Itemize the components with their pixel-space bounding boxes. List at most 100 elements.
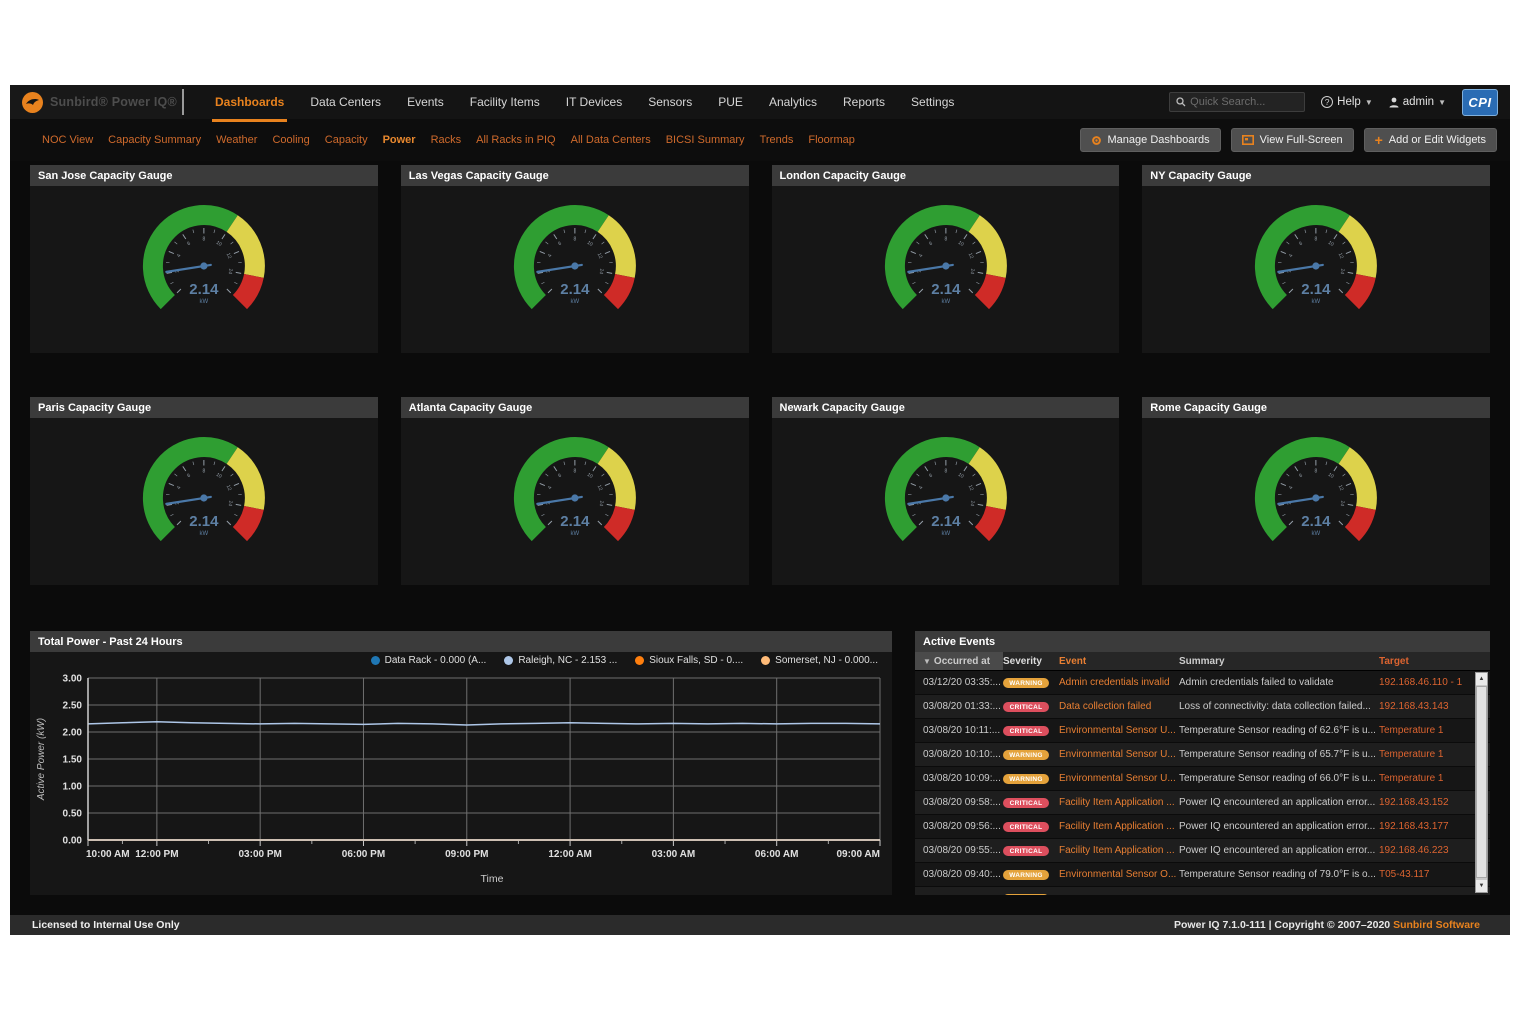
- event-target-link[interactable]: Temperature 1: [1379, 773, 1444, 784]
- event-occurred-at: 03/08/20 10:09:...: [923, 773, 1001, 784]
- column-header-severity[interactable]: Severity: [1003, 655, 1042, 667]
- search-icon: [1176, 97, 1186, 107]
- events-rows: 03/12/20 03:35:... WARNING Admin credentia…: [915, 671, 1490, 895]
- gauge-widget-london-capacity-gauge: London Capacity Gauge 2 4 6 8 10 12 14 2.14 kW: [771, 165, 1120, 353]
- main-nav: Dashboards Data Centers Events Facility Ite…: [202, 85, 967, 122]
- dashboard-link-weather[interactable]: Weather: [216, 134, 258, 146]
- event-summary: Temperature Sensor reading of 79.0°F is …: [1179, 869, 1376, 880]
- column-header-target[interactable]: Target: [1379, 655, 1409, 667]
- legend-item-somerset-nj[interactable]: Somerset, NJ - 0.000...: [761, 655, 878, 666]
- event-target-link[interactable]: T05-43.117: [1379, 869, 1430, 880]
- event-name-link[interactable]: Facility Item Application ...: [1059, 821, 1175, 832]
- gauge-widget-title: London Capacity Gauge: [771, 165, 1120, 186]
- svg-text:14: 14: [1339, 500, 1346, 507]
- dashboard-link-capacity[interactable]: Capacity: [324, 134, 368, 146]
- event-row[interactable]: 03/08/20 01:33:... CRITICAL Data collectio…: [915, 695, 1490, 719]
- event-name-link[interactable]: Admin credentials invalid: [1059, 677, 1170, 688]
- help-menu[interactable]: ? Help ▼: [1321, 96, 1373, 108]
- gauge-widget-title: NY Capacity Gauge: [1142, 165, 1490, 186]
- svg-text:6: 6: [928, 472, 934, 479]
- severity-badge: WARNING: [1003, 894, 1049, 895]
- event-target-link[interactable]: Temperature 1: [1379, 749, 1444, 760]
- event-row[interactable]: 03/08/20 09:56:... CRITICAL Facility Item …: [915, 815, 1490, 839]
- column-header-summary[interactable]: Summary: [1179, 655, 1225, 667]
- event-name-link[interactable]: Environmental Sensor O...: [1059, 869, 1177, 880]
- event-row[interactable]: 03/08/20 10:11:... CRITICAL Environmental …: [915, 719, 1490, 743]
- nav-item-reports[interactable]: Reports: [842, 95, 886, 109]
- svg-text:06:00 PM: 06:00 PM: [342, 849, 385, 860]
- dashboard-link-capacity-summary[interactable]: Capacity Summary: [108, 134, 202, 146]
- dashboard-link-power[interactable]: Power: [382, 134, 416, 146]
- legend-item-raleigh-nc[interactable]: Raleigh, NC - 2.153 ...: [504, 655, 617, 666]
- quick-search[interactable]: [1169, 92, 1306, 112]
- svg-text:kW: kW: [941, 531, 950, 537]
- scroll-up-icon[interactable]: ▲: [1476, 673, 1487, 685]
- event-target-link[interactable]: Temperature 1: [1379, 725, 1444, 736]
- search-input[interactable]: [1190, 96, 1299, 108]
- svg-text:10: 10: [585, 472, 593, 480]
- legend-dot-icon: [370, 656, 380, 665]
- event-target-link[interactable]: 192.168.43.152: [1379, 797, 1449, 808]
- nav-item-sensors[interactable]: Sensors: [648, 95, 693, 109]
- column-header-event[interactable]: Event: [1059, 655, 1087, 667]
- event-name-link[interactable]: Environmental Sensor U...: [1059, 773, 1176, 784]
- add-edit-widgets-button[interactable]: + Add or Edit Widgets: [1363, 128, 1497, 152]
- severity-badge: WARNING: [1003, 774, 1049, 784]
- nav-item-analytics[interactable]: Analytics: [768, 95, 817, 109]
- gauge-body: 2 4 6 8 10 12 14 2.14 kW: [30, 418, 378, 585]
- plus-icon: +: [1374, 132, 1383, 148]
- event-row[interactable]: 03/08/20 10:10:... WARNING Environmental S…: [915, 743, 1490, 767]
- event-row[interactable]: 03/08/20 09:40:... WARNING Environmental S…: [915, 863, 1490, 887]
- legend-item-sioux-falls-sd[interactable]: Sioux Falls, SD - 0....: [635, 655, 743, 666]
- dashboard-link-all-racks-in-piq[interactable]: All Racks in PIQ: [476, 134, 556, 146]
- view-fullscreen-button[interactable]: View Full-Screen: [1230, 128, 1354, 152]
- event-row[interactable]: 03/08/20 10:09:... WARNING Environmental S…: [915, 767, 1490, 791]
- dashboard-link-trends[interactable]: Trends: [759, 134, 794, 146]
- sunbird-software-link[interactable]: Sunbird Software: [1393, 919, 1480, 931]
- cpi-logo[interactable]: CPI: [1462, 88, 1498, 116]
- event-target-link[interactable]: 192.168.46.223: [1379, 845, 1449, 856]
- event-name-link[interactable]: Environmental Sensor U...: [1059, 725, 1176, 736]
- nav-item-it-devices[interactable]: IT Devices: [565, 95, 623, 109]
- dashboard-link-bicsi-summary[interactable]: BICSI Summary: [665, 134, 745, 146]
- svg-text:03:00 PM: 03:00 PM: [238, 849, 281, 860]
- legend-dot-icon: [761, 656, 771, 665]
- topnav-right: ? Help ▼ admin ▼ CPI: [1169, 85, 1510, 119]
- event-name-link[interactable]: Data collection failed: [1059, 701, 1152, 712]
- dashboard-link-all-data-centers[interactable]: All Data Centers: [570, 134, 651, 146]
- svg-text:6: 6: [186, 240, 192, 247]
- dashboard-link-racks[interactable]: Racks: [430, 134, 462, 146]
- event-name-link[interactable]: Facility Item Application ...: [1059, 797, 1175, 808]
- scroll-down-icon[interactable]: ▼: [1476, 880, 1487, 892]
- events-scrollbar[interactable]: ▲ ▼: [1475, 672, 1488, 893]
- legend-item-data-rack[interactable]: Data Rack - 0.000 (A...: [370, 655, 486, 666]
- nav-item-settings[interactable]: Settings: [911, 95, 955, 109]
- event-row[interactable]: 03/12/20 03:35:... WARNING Admin credentia…: [915, 671, 1490, 695]
- manage-dashboards-button[interactable]: Manage Dashboards: [1079, 128, 1221, 152]
- scrollbar-thumb[interactable]: [1476, 686, 1487, 878]
- event-row[interactable]: 03/08/20 09:55:... CRITICAL Facility Item …: [915, 839, 1490, 863]
- dashboard-link-noc-view[interactable]: NOC View: [42, 134, 94, 146]
- nav-item-pue[interactable]: PUE: [718, 95, 743, 109]
- event-summary: Power IQ encountered an application erro…: [1179, 797, 1376, 808]
- event-occurred-at: 03/08/20 09:40:...: [923, 869, 1001, 880]
- nav-item-dashboards[interactable]: Dashboards: [202, 85, 297, 122]
- event-name-link[interactable]: Environmental Sensor U...: [1059, 749, 1176, 760]
- dashboard-link-cooling[interactable]: Cooling: [272, 134, 310, 146]
- event-occurred-at: 03/08/20 01:33:...: [923, 701, 1001, 712]
- nav-item-events[interactable]: Events: [407, 95, 444, 109]
- event-name-link[interactable]: Facility Item Application ...: [1059, 845, 1175, 856]
- svg-text:8: 8: [573, 236, 576, 242]
- event-severity: WARNING: [1003, 749, 1059, 760]
- event-target-link[interactable]: 192.168.46.110 - 1: [1379, 677, 1463, 688]
- event-target-link[interactable]: 192.168.43.143: [1379, 701, 1449, 712]
- column-header-occurred-at[interactable]: ▼ Occurred at: [915, 652, 1003, 670]
- event-row[interactable]: 03/08/20 09:58:... CRITICAL Facility Item …: [915, 791, 1490, 815]
- user-menu[interactable]: admin ▼: [1389, 96, 1446, 108]
- dashboard-link-floormap[interactable]: Floormap: [808, 134, 855, 146]
- nav-item-data-centers[interactable]: Data Centers: [310, 95, 382, 109]
- event-row[interactable]: WARNING: [915, 887, 1490, 895]
- event-target-link[interactable]: 192.168.43.177: [1379, 821, 1449, 832]
- nav-item-facility-items[interactable]: Facility Items: [469, 95, 540, 109]
